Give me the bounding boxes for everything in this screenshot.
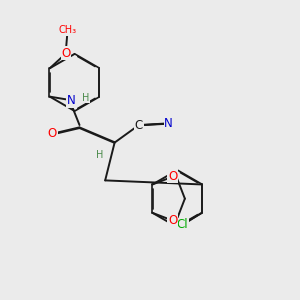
Text: O: O xyxy=(61,47,70,60)
Text: H: H xyxy=(82,93,89,103)
Text: O: O xyxy=(168,170,177,183)
Text: Cl: Cl xyxy=(177,218,188,232)
Text: N: N xyxy=(164,117,173,130)
Text: C: C xyxy=(135,118,143,131)
Text: O: O xyxy=(48,127,57,140)
Text: N: N xyxy=(67,94,76,107)
Text: O: O xyxy=(168,214,177,227)
Text: CH₃: CH₃ xyxy=(58,26,76,35)
Text: H: H xyxy=(96,150,103,160)
